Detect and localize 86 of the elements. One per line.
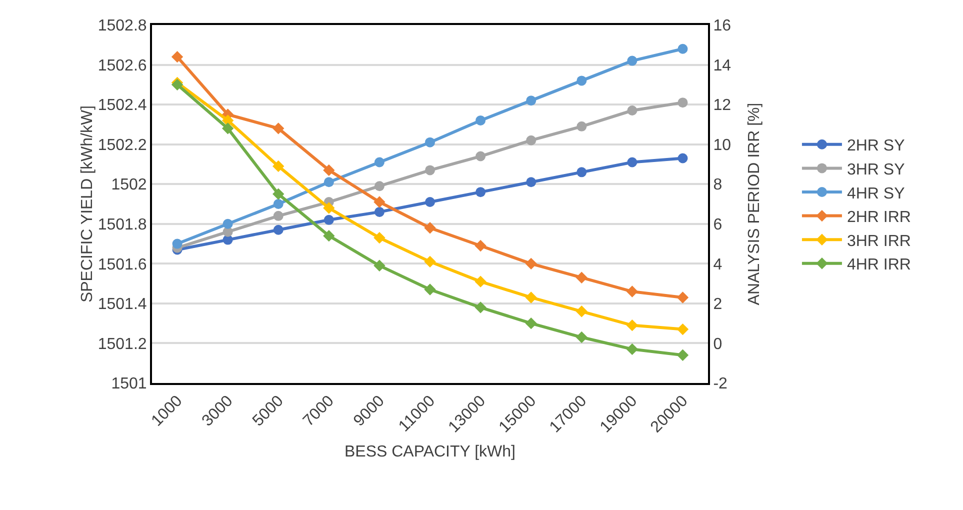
- point: [171, 50, 184, 63]
- point: [424, 222, 436, 234]
- y-tick-label: 1501.8: [98, 216, 147, 234]
- y2-tick-label: 2: [713, 296, 722, 314]
- point: [476, 151, 486, 162]
- point: [576, 272, 588, 284]
- y2-tick-label: 14: [713, 57, 732, 74]
- point: [324, 177, 334, 188]
- y2-tick-label: 6: [713, 216, 722, 234]
- point: [526, 135, 536, 146]
- y-tick-label: 1502.6: [98, 57, 147, 74]
- point: [474, 276, 486, 288]
- legend-label: 4HR SY: [846, 185, 906, 202]
- point: [676, 323, 689, 336]
- y-tick-label: 1502.8: [98, 18, 147, 35]
- point: [323, 202, 335, 214]
- legend-label: 2HR SY: [846, 138, 906, 155]
- point: [374, 232, 386, 244]
- y2-tick-label: 4: [713, 256, 722, 274]
- point: [576, 306, 588, 318]
- y-tick-label: 1501.6: [98, 256, 147, 274]
- point: [272, 160, 284, 172]
- y2-tick-label: 10: [713, 136, 732, 154]
- y2-tick-label: 0: [713, 336, 722, 353]
- legend-label: 4HR IRR: [846, 256, 911, 274]
- point: [678, 153, 688, 164]
- y-axis-title: SPECIFIC YIELD [kWh/kW]: [78, 105, 96, 303]
- y-tick-label: 1502.2: [98, 136, 147, 154]
- point: [627, 56, 638, 66]
- point: [424, 284, 436, 296]
- point: [576, 121, 587, 132]
- point: [626, 343, 638, 356]
- point: [678, 44, 688, 54]
- point: [222, 122, 234, 134]
- point: [172, 238, 182, 249]
- y-tick-label: 1501.4: [98, 296, 147, 314]
- point: [576, 167, 587, 178]
- point: [525, 317, 537, 330]
- point: [425, 197, 435, 208]
- point: [476, 187, 486, 198]
- point: [424, 256, 436, 268]
- point: [425, 137, 435, 148]
- point: [476, 115, 486, 126]
- y2-axis-title: ANALYSIS PERIOD IRR [%]: [746, 102, 763, 306]
- y2-tick-label: 12: [713, 97, 732, 114]
- point: [323, 230, 335, 242]
- legend-label: 3HR SY: [846, 161, 906, 178]
- point: [272, 122, 284, 134]
- y-tick-label: 1501.2: [98, 336, 147, 353]
- point: [676, 349, 689, 362]
- y2-tick-label: 16: [713, 18, 732, 35]
- legend-label: 3HR IRR: [846, 232, 911, 250]
- y2-tick-label: 8: [713, 176, 722, 194]
- point: [374, 196, 386, 208]
- point: [576, 331, 588, 344]
- point: [222, 218, 233, 229]
- point: [474, 302, 486, 314]
- y-tick-label: 1502: [111, 176, 147, 194]
- point: [576, 76, 587, 86]
- point: [323, 164, 335, 176]
- point: [272, 188, 284, 200]
- point: [474, 240, 486, 252]
- point: [526, 96, 536, 106]
- y-tick-label: 1501: [111, 376, 147, 393]
- point: [627, 157, 638, 168]
- point: [273, 224, 284, 235]
- point: [676, 292, 689, 304]
- point: [374, 206, 384, 217]
- point: [678, 98, 688, 108]
- y2-tick-label: -2: [713, 376, 728, 393]
- point: [525, 258, 537, 270]
- point: [273, 199, 284, 209]
- point: [626, 319, 638, 332]
- legend-label: 2HR IRR: [846, 209, 911, 226]
- point: [324, 214, 334, 225]
- y-tick-label: 1502.4: [98, 97, 147, 114]
- point: [626, 286, 638, 298]
- point: [374, 260, 386, 272]
- x-axis-title: BESS CAPACITY [kWh]: [344, 443, 516, 460]
- point: [273, 210, 284, 221]
- point: [526, 177, 536, 188]
- point: [374, 181, 384, 192]
- point: [627, 106, 638, 116]
- point: [425, 165, 435, 176]
- point: [374, 157, 384, 168]
- point: [525, 292, 537, 304]
